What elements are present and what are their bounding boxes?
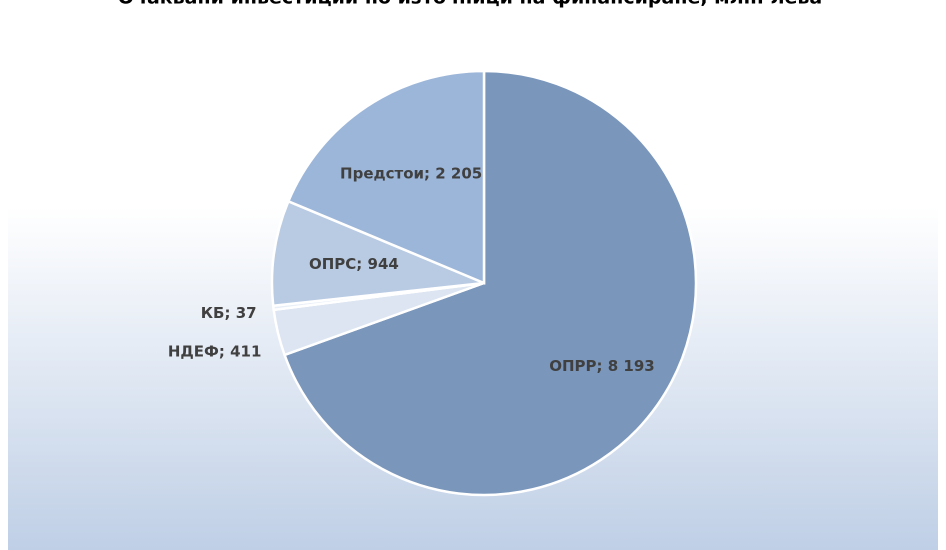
chart-title: Очаквани инвестиции по източници на фина… [118, 0, 822, 9]
data-label: ОПРС; 944 [309, 255, 399, 273]
label-category: ОПРР [549, 356, 596, 374]
label-category: КБ [201, 303, 225, 321]
label-category: ОПРС [309, 255, 356, 273]
label-category: НДЕФ [168, 342, 219, 360]
label-value: 37 [236, 303, 257, 321]
data-label: НДЕФ; 411 [168, 342, 262, 360]
pie-slice [282, 69, 698, 497]
pie-slice [270, 199, 485, 308]
data-label: ОПРР; 8 193 [549, 356, 655, 374]
pie-slice [286, 69, 486, 285]
label-value: 944 [368, 255, 399, 273]
data-label: КБ; 37 [201, 303, 257, 321]
data-label: Предстои; 2 205 [340, 164, 482, 182]
label-separator: ; [424, 164, 435, 182]
label-value: 2 205 [435, 164, 482, 182]
label-value: 411 [230, 342, 261, 360]
label-value: 8 193 [608, 356, 655, 374]
label-separator: ; [356, 255, 367, 273]
label-separator: ; [597, 356, 608, 374]
label-separator: ; [219, 342, 230, 360]
label-category: Предстои [340, 164, 424, 182]
label-separator: ; [225, 303, 236, 321]
